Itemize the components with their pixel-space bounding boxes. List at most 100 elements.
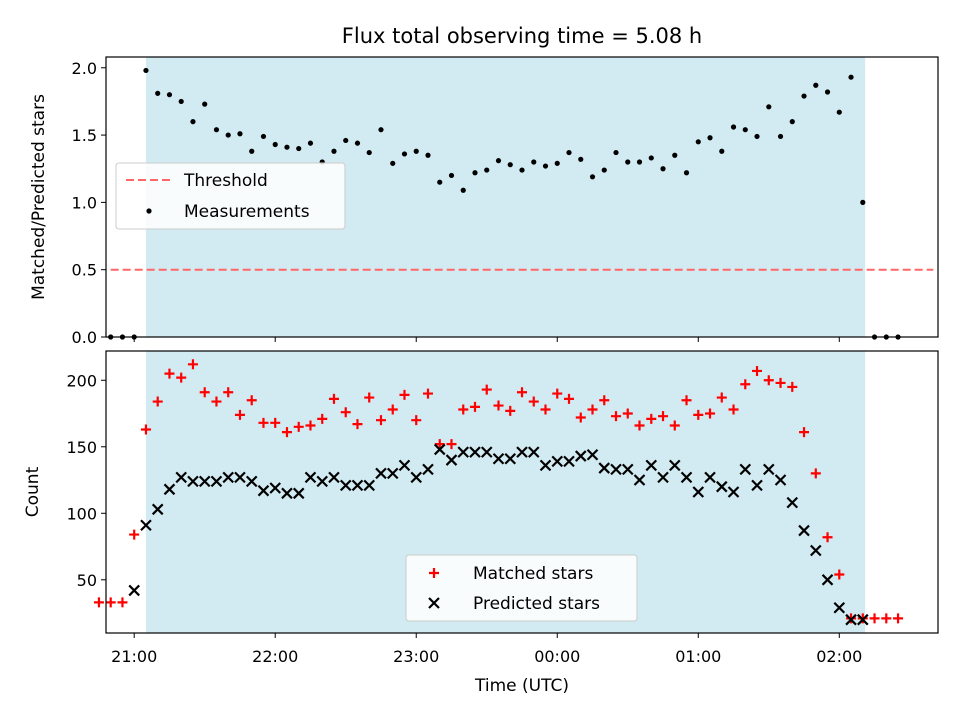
- matched-star-marker: [540, 404, 551, 415]
- measurement-point: [260, 133, 267, 140]
- legend-box: [115, 162, 346, 230]
- measurement-point: [378, 127, 384, 133]
- measurement-point: [284, 144, 290, 150]
- predicted-star-marker: [751, 479, 763, 492]
- measurement-point: [507, 162, 513, 168]
- legend-measurements-swatch: [146, 208, 152, 214]
- predicted-star-marker: [210, 475, 223, 488]
- legend-label: Measurements: [184, 202, 310, 222]
- predicted-star-marker: [151, 503, 164, 516]
- bottom-y-axis-label: Count: [23, 466, 43, 517]
- matched-star-marker: [399, 389, 410, 400]
- measurement-point: [625, 159, 631, 165]
- predicted-star-marker: [821, 574, 834, 586]
- matched-star-marker: [881, 613, 892, 624]
- predicted-star-marker: [692, 486, 705, 498]
- measurement-point: [660, 166, 666, 172]
- matched-star-marker: [893, 613, 904, 624]
- matched-star-marker: [493, 400, 504, 411]
- predicted-star-marker: [198, 475, 211, 488]
- measurement-point: [742, 127, 748, 133]
- measurement-point: [719, 148, 725, 154]
- predicted-star-marker: [410, 471, 423, 484]
- measurement-point: [601, 167, 607, 173]
- measurement-point: [354, 140, 361, 146]
- predicted-star-marker: [269, 482, 281, 494]
- y-tick-label: 0.5: [72, 261, 97, 280]
- legend-label: Threshold: [183, 171, 268, 191]
- measurement-point: [683, 170, 690, 176]
- matched-star-marker: [152, 396, 163, 407]
- matched-star-marker: [340, 407, 351, 418]
- matched-star-marker: [293, 421, 304, 432]
- matched-star-marker: [246, 395, 257, 406]
- measurement-points: [108, 67, 901, 340]
- x-tick-label: 23:00: [393, 647, 439, 666]
- predicted-star-marker: [598, 462, 611, 474]
- predicted-star-marker: [433, 443, 446, 456]
- matched-star-marker: [564, 393, 575, 404]
- x-tick-label: 01:00: [675, 647, 721, 666]
- matched-star-marker: [869, 613, 880, 624]
- matched-star-marker: [140, 424, 151, 435]
- top-x-ticks: [133, 337, 840, 342]
- matched-star-marker: [822, 532, 833, 543]
- predicted-star-marker: [763, 463, 775, 476]
- y-tick-label: 100: [66, 504, 97, 523]
- x-tick-label: 00:00: [534, 647, 580, 666]
- predicted-star-marker: [245, 475, 258, 488]
- matched-star-marker: [164, 368, 175, 379]
- measurement-point: [813, 82, 819, 88]
- measurement-point: [472, 170, 478, 176]
- predicted-star-marker: [633, 474, 646, 486]
- y-tick-label: 0.0: [72, 328, 97, 347]
- measurement-point: [531, 159, 537, 165]
- measurement-point: [437, 179, 443, 185]
- matched-star-marker: [505, 405, 516, 416]
- measurement-point: [495, 158, 502, 164]
- matched-star-marker: [810, 468, 821, 479]
- measurement-point: [519, 167, 525, 173]
- predicted-star-marker: [845, 613, 857, 626]
- matched-star-marker: [693, 409, 704, 420]
- matched-star-marker: [411, 415, 422, 426]
- predicted-star-marker: [527, 446, 540, 458]
- matched-star-marker: [211, 396, 222, 407]
- matched-star-marker: [763, 375, 774, 386]
- measurement-point: [390, 160, 396, 166]
- predicted-star-marker: [187, 475, 199, 488]
- measurement-point: [801, 93, 807, 99]
- matched-star-marker: [93, 597, 104, 608]
- measurement-point: [578, 156, 584, 162]
- matched-star-marker: [258, 417, 269, 428]
- legend-label: Predicted stars: [473, 594, 600, 614]
- predicted-star-marker: [234, 471, 246, 484]
- legend-box: [405, 554, 638, 622]
- x-tick-label: 02:00: [816, 647, 862, 666]
- matched-star-marker: [552, 388, 563, 399]
- matched-star-marker: [705, 408, 716, 419]
- measurement-point: [566, 149, 572, 156]
- matched-star-marker: [434, 439, 445, 450]
- figure-title: Flux total observing time = 5.08 h: [342, 24, 702, 48]
- predicted-star-marker: [857, 613, 869, 626]
- measurement-point: [143, 67, 149, 74]
- predicted-star-marker: [610, 463, 622, 476]
- predicted-star-marker: [222, 471, 234, 484]
- predicted-star-marker: [680, 471, 693, 484]
- measurement-point: [331, 148, 337, 154]
- measurement-point: [296, 145, 302, 152]
- matched-star-marker: [834, 569, 845, 580]
- measurement-point: [190, 119, 196, 125]
- measurement-point: [754, 133, 760, 140]
- predicted-star-marker: [727, 486, 740, 498]
- measurement-point: [425, 152, 431, 158]
- predicted-star-marker: [281, 487, 293, 500]
- matched-star-marker: [634, 420, 645, 431]
- matched-stars-points: [93, 359, 904, 624]
- y-tick-label: 1.5: [72, 126, 97, 145]
- matched-star-marker: [646, 413, 657, 424]
- matched-star-marker: [270, 417, 281, 428]
- predicted-star-marker: [480, 446, 493, 458]
